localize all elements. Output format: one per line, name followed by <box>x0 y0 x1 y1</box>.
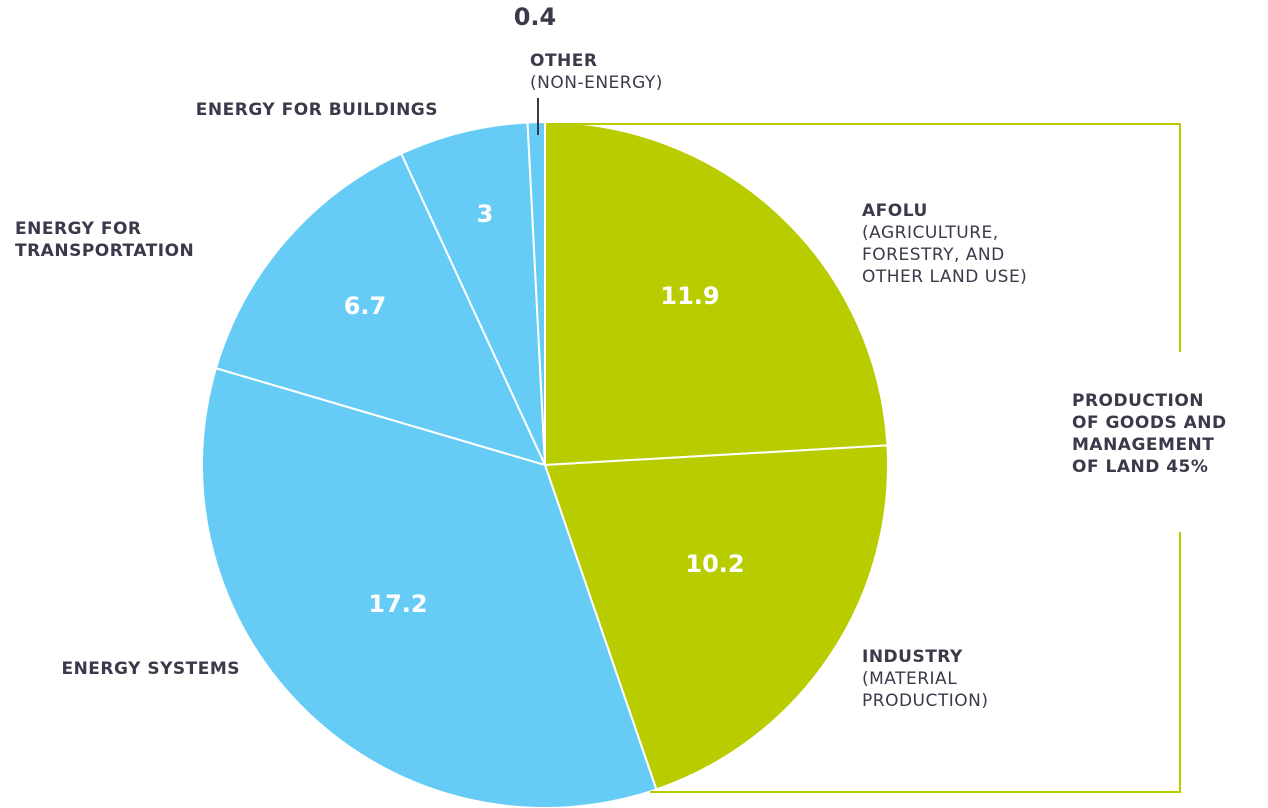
category-name: INDUSTRY <box>862 647 963 667</box>
slice-label: INDUSTRY (MATERIAL PRODUCTION) <box>862 646 988 712</box>
category-name: OTHER <box>530 51 598 71</box>
value-label: 0.4 <box>514 3 557 31</box>
category-description: (MATERIAL <box>862 669 958 689</box>
pie-slice <box>544 120 889 467</box>
pie-slice <box>526 120 546 466</box>
category-description: FORESTRY, AND <box>862 245 1005 265</box>
category-name: ENERGY FOR TRANSPORTATION <box>15 219 195 261</box>
slice-label: ENERGY FOR BUILDINGS <box>196 99 438 121</box>
pie-slice <box>543 444 889 791</box>
value-label: 6.7 <box>344 292 387 320</box>
category-name: ENERGY SYSTEMS <box>61 659 240 679</box>
annotation-line: PRODUCTION <box>1072 391 1204 411</box>
category-description: (AGRICULTURE, <box>862 223 999 243</box>
annotation-line: OF GOODS AND <box>1072 413 1227 433</box>
slice-label: ENERGY SYSTEMS <box>61 658 240 680</box>
annotation-line: MANAGEMENT <box>1072 435 1215 455</box>
bracket-bottom <box>650 532 1181 793</box>
bracket-top <box>548 123 1181 352</box>
value-label: 17.2 <box>368 590 427 618</box>
pie-slice <box>399 121 546 466</box>
slice-label: ENERGY FOR TRANSPORTATION <box>15 218 255 262</box>
value-label: 10.2 <box>685 550 744 578</box>
annotation-line: OF LAND 45% <box>1072 457 1209 477</box>
slices <box>201 120 889 808</box>
annotation: PRODUCTION OF GOODS AND MANAGEMENT OF LAND … <box>1072 390 1227 478</box>
pie-slice <box>214 152 547 467</box>
category-description: (NON-ENERGY) <box>530 73 663 93</box>
value-label: 11.9 <box>660 282 719 310</box>
value-label: 3 <box>477 200 494 228</box>
category-name: AFOLU <box>862 201 928 221</box>
slice-label: OTHER (NON-ENERGY) <box>530 50 663 94</box>
slice-label: AFOLU (AGRICULTURE, FORESTRY, AND OTHER LAN… <box>862 200 1027 288</box>
category-name: ENERGY FOR BUILDINGS <box>195 100 438 120</box>
category-description: OTHER LAND USE) <box>862 267 1028 287</box>
category-description: PRODUCTION) <box>862 691 989 711</box>
